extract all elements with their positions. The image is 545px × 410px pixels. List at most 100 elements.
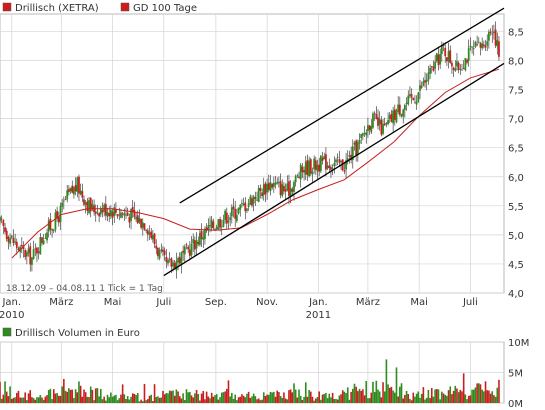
- candle-body: [360, 134, 363, 139]
- volume-bar: [291, 392, 294, 403]
- candle-body: [67, 189, 70, 192]
- candle-body: [157, 247, 159, 257]
- volume-bar: [236, 400, 238, 403]
- candle-body: [64, 199, 67, 201]
- candle-body: [331, 168, 334, 169]
- volume-bar: [254, 396, 257, 403]
- candle-body: [296, 175, 299, 177]
- candle-body: [34, 248, 37, 250]
- volume-bar: [108, 397, 110, 403]
- candle-body: [205, 227, 208, 231]
- volume-bar: [402, 398, 404, 403]
- volume-bar: [29, 390, 32, 403]
- volume-bar: [205, 391, 208, 403]
- volume-bar: [31, 397, 33, 403]
- volume-bar: [237, 397, 240, 403]
- volume-bar: [395, 367, 398, 403]
- volume-bar: [4, 381, 6, 403]
- volume-bar: [299, 395, 302, 403]
- volume-bar: [469, 395, 472, 403]
- candle-body: [31, 257, 33, 265]
- candle-body: [456, 61, 458, 67]
- x-tick-label: Juli: [462, 297, 478, 308]
- candle-body: [81, 191, 84, 198]
- trend-line: [163, 62, 505, 277]
- volume-bar: [296, 397, 299, 403]
- date-range-label: 18.12.09 – 04.08.11 1 Tick = 1 Tag: [6, 284, 163, 294]
- x-tick-label: Jan.: [308, 297, 328, 308]
- volume-bar: [192, 397, 194, 403]
- y-tick-label: 6,5: [508, 144, 524, 155]
- candle-body: [325, 154, 327, 170]
- volume-bar: [471, 389, 473, 403]
- volume-bar: [256, 399, 258, 403]
- volume-bar: [115, 394, 117, 403]
- candle-body: [29, 246, 32, 265]
- volume-bar: [368, 398, 371, 403]
- x-tick-label: Mai: [104, 297, 122, 308]
- candle-body: [36, 247, 38, 254]
- volume-bar: [281, 397, 284, 403]
- volume-bar: [481, 389, 483, 403]
- candle-body: [269, 182, 272, 191]
- volume-bar: [46, 395, 48, 403]
- volume-bar: [288, 390, 290, 403]
- volume-bar: [404, 394, 406, 403]
- volume-bar: [310, 391, 312, 403]
- volume-bar: [474, 387, 477, 403]
- volume-bar: [232, 398, 235, 403]
- candle-body: [420, 86, 423, 88]
- candle-body: [227, 220, 230, 223]
- candle-body: [32, 249, 35, 259]
- volume-bar: [420, 393, 423, 403]
- candle-body: [39, 237, 42, 255]
- volume-bar: [341, 390, 344, 403]
- candle-body: [336, 156, 339, 158]
- candle-body: [120, 212, 122, 218]
- volume-bar: [276, 390, 278, 403]
- x-tick-label: März: [49, 297, 73, 308]
- candle-body: [323, 156, 326, 160]
- volume-bar: [442, 393, 445, 403]
- y-tick-label: 4,0: [508, 289, 524, 300]
- volume-bar: [204, 399, 206, 403]
- volume-bar: [52, 389, 55, 403]
- volume-bar: [390, 386, 393, 403]
- volume-bar: [12, 397, 15, 403]
- volume-bar: [464, 394, 467, 403]
- x-tick-label: Juli: [155, 297, 171, 308]
- price-panel: 4,0 4,5 5,0 5,5 6,0 6,5 7,0 7,5 8,0 8,5 Jan. März M…: [0, 7, 524, 321]
- volume-bar: [39, 395, 42, 403]
- candle-body: [392, 110, 395, 124]
- volume-bar: [49, 388, 52, 403]
- candle-body: [477, 41, 480, 43]
- volume-bar: [478, 383, 480, 403]
- candle-body: [57, 216, 60, 223]
- volume-bar: [328, 393, 331, 403]
- volume-bar: [219, 397, 221, 403]
- volume-bar: [269, 391, 272, 403]
- candle-body: [351, 146, 354, 161]
- candle-body: [321, 157, 324, 161]
- volume-bar: [79, 385, 82, 403]
- volume-bar: [345, 392, 347, 403]
- candle-body: [96, 211, 99, 213]
- volume-bar: [388, 387, 391, 403]
- candle-body: [345, 160, 347, 170]
- candle-body: [368, 125, 371, 131]
- volume-bar: [136, 393, 139, 403]
- candle-body: [123, 213, 126, 216]
- volume-bar: [105, 400, 107, 403]
- volume-bar: [340, 394, 342, 403]
- candle-body: [491, 33, 494, 35]
- x-tick-label: Sep.: [205, 297, 227, 308]
- candle-body: [76, 177, 79, 192]
- candle-body: [276, 182, 279, 184]
- volume-bar: [215, 394, 218, 403]
- volume-bar: [10, 399, 13, 403]
- candle-body: [462, 68, 465, 70]
- candle-body: [252, 196, 255, 204]
- volume-bar: [454, 385, 457, 403]
- volume-bar: [32, 398, 35, 403]
- volume-bar: [325, 392, 327, 403]
